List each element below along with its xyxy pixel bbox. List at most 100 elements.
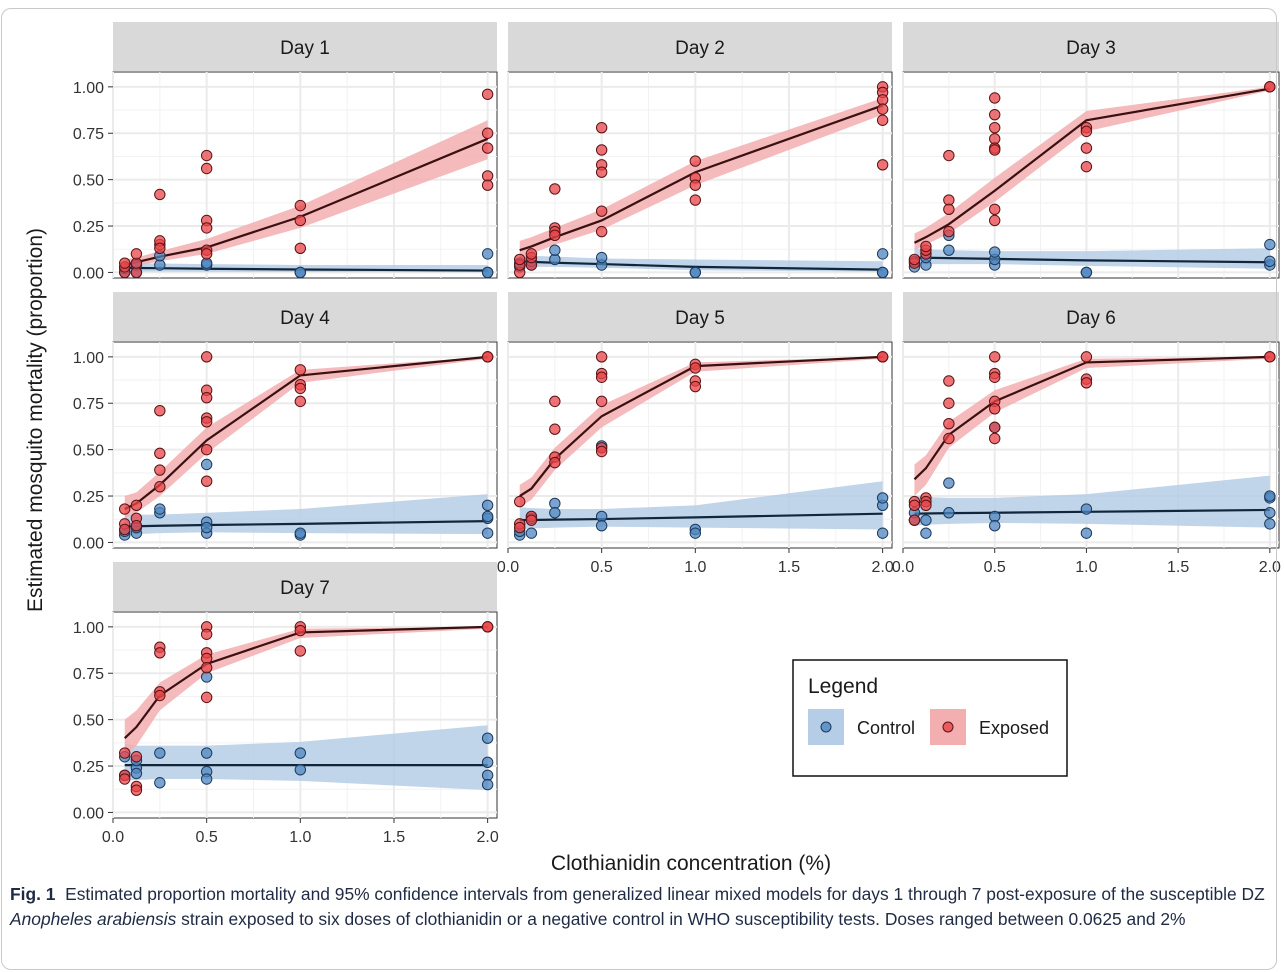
y-tick-label: 0.25 [73,219,104,236]
control-point [943,507,955,519]
y-axis-title: Estimated mosquito mortality (proportion… [24,228,47,612]
control-point [200,747,213,759]
facet-strip [113,22,497,71]
control-point [130,767,143,780]
exposed-point [989,403,1001,415]
exposed-point [154,447,166,460]
exposed-point [595,121,608,134]
exposed-point [876,159,889,171]
control-point [989,520,1001,532]
exposed-point [294,364,307,376]
facet-strip [903,22,1279,71]
panel-background [902,71,1280,279]
control-point [481,248,494,260]
facet-strip-label: Day 7 [280,578,330,599]
control-point [943,244,955,256]
exposed-point [989,144,1001,156]
y-tick-label: 0.75 [73,396,104,413]
exposed-point [943,375,955,387]
control-point [294,747,307,759]
exposed-point [908,253,921,266]
exposed-point [514,495,526,508]
facet-strip-label: Day 5 [675,308,725,329]
control-point [294,764,307,776]
exposed-point [200,691,213,704]
panel-3: Day 3 [902,22,1280,279]
x-tick-label: 1.5 [383,829,405,846]
exposed-point [200,222,213,234]
exposed-point [514,253,526,266]
panel-6: Day 6 0.0 0.5 1.0 1.5 2.0 [892,292,1281,576]
exposed-fit-line [519,104,884,252]
exposed-fit-line [519,355,883,497]
exposed-point [154,647,166,659]
exposed-point [200,416,213,428]
panel-2: Day 2 [507,22,893,279]
control-ci-ribbon [519,481,883,530]
x-tick-label: 1.0 [684,559,706,576]
exposed-point [1080,377,1093,389]
exposed-point [943,203,955,216]
exposed-point [989,92,1001,104]
facet-strip [508,22,892,71]
y-tick-label: 1.00 [73,350,104,367]
exposed-point [525,248,538,260]
exposed-point [154,464,166,476]
control-point [689,527,702,539]
exposed-point [119,773,131,785]
control-point [481,499,494,512]
exposed-point [549,183,561,195]
caption-species: Anopheles arabiensis [10,909,177,929]
control-point [481,266,494,279]
exposed-point [294,395,307,408]
exposed-point [481,351,494,363]
x-tick-label: 0.5 [984,559,1006,576]
control-point [876,527,889,539]
control-point [1080,527,1093,539]
control-point [200,458,213,471]
exposed-point [989,421,1001,434]
legend: Legend Control Exposed [792,659,1068,777]
control-point [1264,238,1276,251]
facet-strip [113,292,497,341]
control-point [481,510,494,523]
control-point [689,266,702,279]
exposed-point [595,351,608,363]
exposed-point [154,481,166,493]
exposed-point [514,521,526,534]
y-tick-label: 0.25 [73,489,104,506]
y-tick-label: 0.25 [73,759,104,776]
control-point [549,244,561,256]
exposed-point [200,162,213,175]
control-point [154,747,166,759]
exposed-point [920,499,932,512]
exposed-point [1080,160,1093,173]
panel-4: Day 4 0.00 0.25 0.50 0.75 1.00 [73,292,498,552]
exposed-point [1080,125,1093,138]
facet-strip-label: Day 6 [1066,308,1116,329]
x-tick-label: 0.0 [102,829,124,846]
control-point [1080,266,1093,279]
x-axis-title: Clothianidin concentration (%) [551,852,831,875]
exposed-ci-ribbon [914,356,1270,497]
exposed-point [549,456,561,469]
exposed-point [200,443,213,456]
exposed-point [130,248,143,260]
control-point [481,756,494,769]
control-point [1264,490,1276,502]
y-tick-label: 0.50 [73,713,104,730]
control-point [920,527,932,539]
exposed-point [689,179,702,191]
y-tick-label: 0.00 [73,805,104,822]
exposed-point [481,127,494,139]
exposed-point [689,362,702,374]
exposed-point [595,144,608,156]
exposed-point [549,395,561,408]
control-point [989,246,1001,258]
exposed-point [989,351,1001,363]
exposed-ci-ribbon [519,356,883,508]
x-tick-label: 0.5 [591,559,613,576]
exposed-point [130,520,143,532]
exposed-fit-line [913,87,1271,244]
y-tick-label: 1.00 [73,80,104,97]
